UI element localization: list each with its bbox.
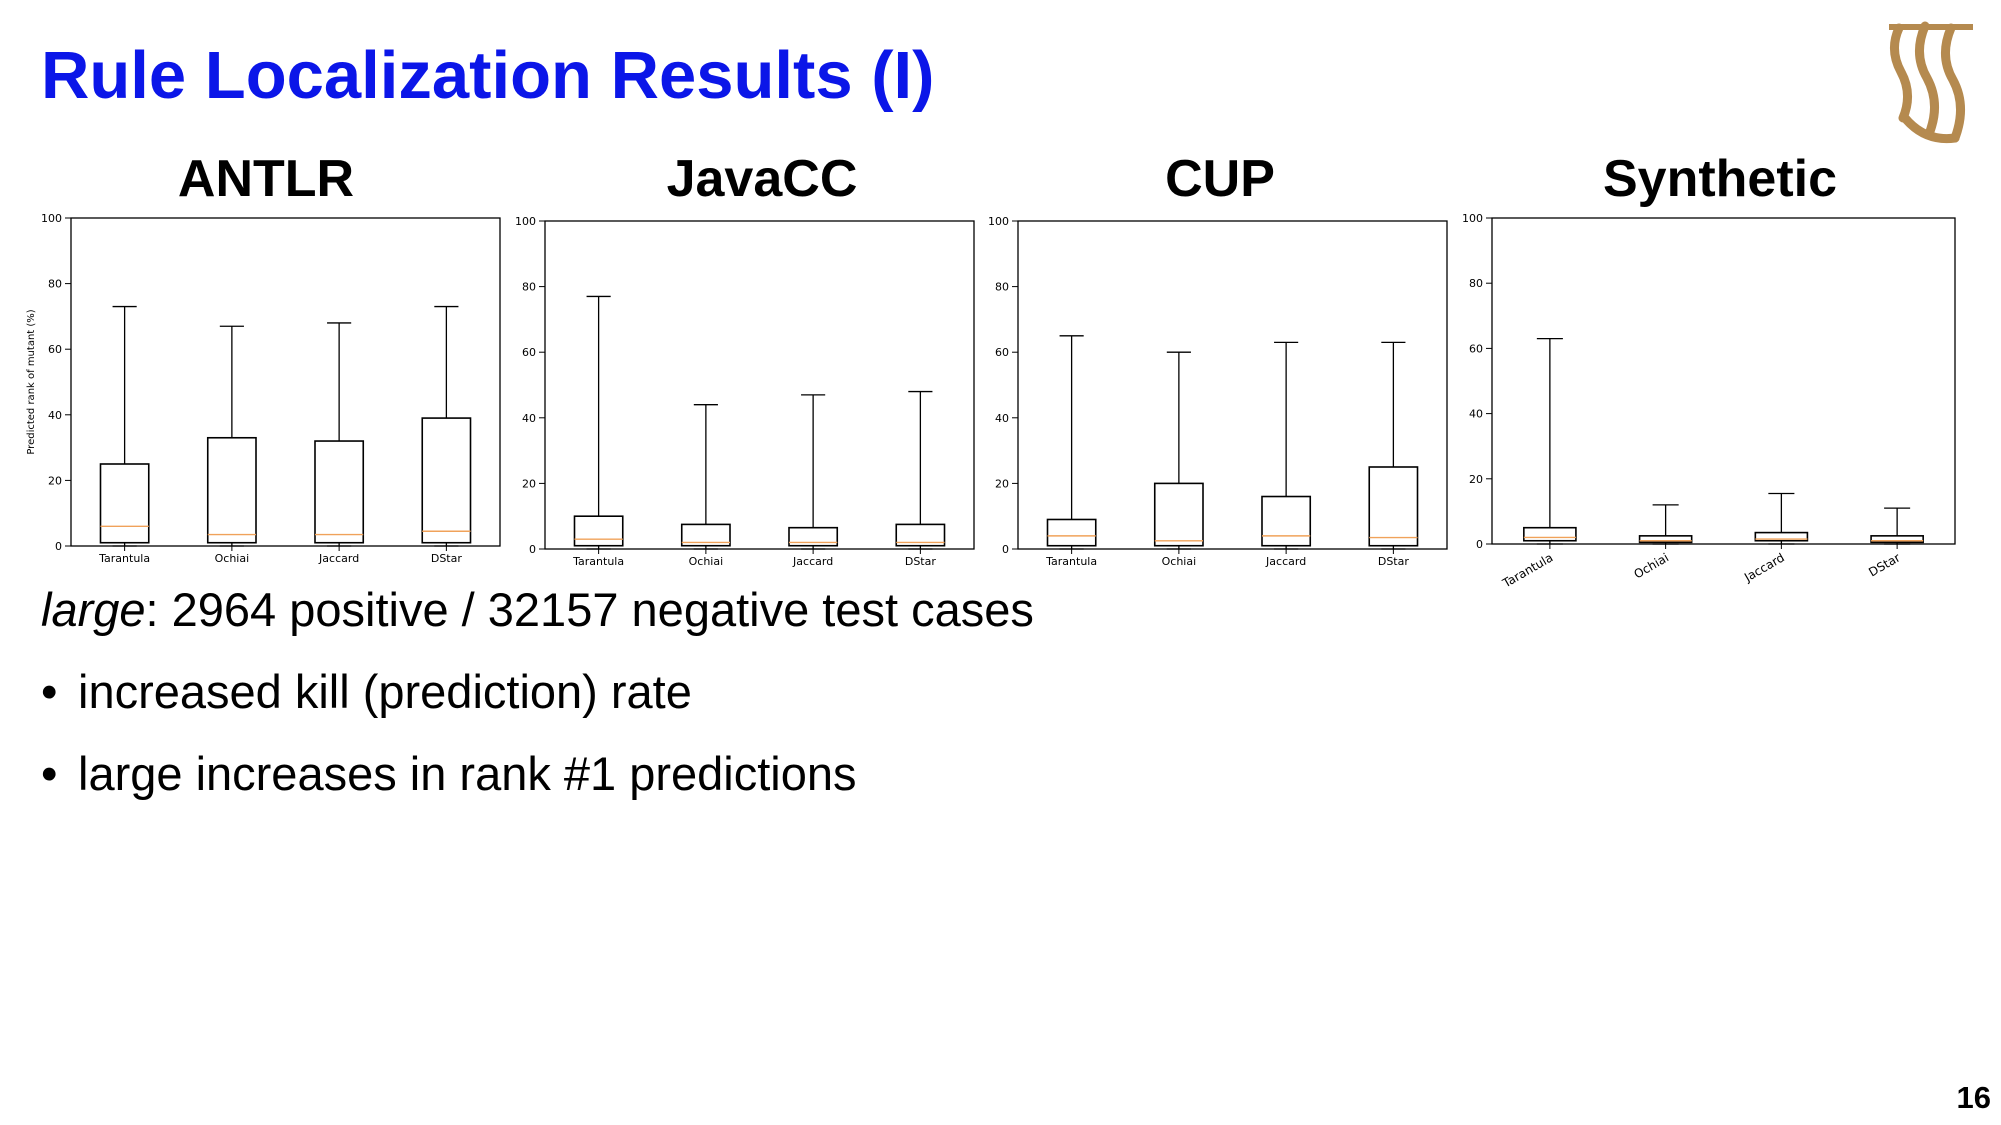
y-tick-label: 20 xyxy=(522,477,536,490)
y-tick-label: 60 xyxy=(48,343,62,356)
y-tick-label: 100 xyxy=(988,215,1009,228)
x-tick-label: DStar xyxy=(1378,555,1410,568)
x-tick-label: Tarantula xyxy=(1499,550,1555,590)
box xyxy=(1153,482,1204,547)
y-tick-label: 80 xyxy=(522,281,536,294)
y-tick-label: 60 xyxy=(995,346,1009,359)
box xyxy=(1870,535,1924,544)
x-tick-label: DStar xyxy=(1866,550,1902,579)
box xyxy=(1368,466,1419,547)
box xyxy=(680,523,731,547)
summary-emphasis: large xyxy=(41,583,146,636)
box xyxy=(1046,518,1097,547)
box xyxy=(1523,526,1577,542)
chart-heading-javacc: JavaCC xyxy=(666,150,858,208)
x-tick-label: Jaccard xyxy=(1741,550,1787,585)
x-tick-label: DStar xyxy=(905,555,937,568)
x-tick-label: Tarantula xyxy=(1045,555,1097,568)
y-tick-label: 80 xyxy=(1469,277,1483,290)
x-tick-label: Tarantula xyxy=(98,552,150,565)
y-tick-label: 20 xyxy=(48,474,62,487)
chart-heading-antlr: ANTLR xyxy=(177,150,355,208)
y-tick-label: 40 xyxy=(995,412,1009,425)
plot-frame xyxy=(1017,220,1448,550)
box xyxy=(1638,535,1693,544)
y-tick-label: 40 xyxy=(522,412,536,425)
x-tick-label: Ochiai xyxy=(689,555,724,568)
box xyxy=(1261,495,1312,547)
y-tick-label: 0 xyxy=(55,540,62,553)
y-tick-label: 0 xyxy=(1002,543,1009,556)
y-tick-label: 0 xyxy=(1476,538,1483,551)
plot-frame xyxy=(544,220,975,550)
bullet-item: increased kill (prediction) rate xyxy=(78,665,692,718)
box xyxy=(206,436,257,544)
bullet-marker: • xyxy=(41,665,58,718)
x-tick-label: Ochiai xyxy=(1632,550,1672,581)
y-tick-label: 0 xyxy=(529,543,536,556)
plot-frame xyxy=(70,217,501,547)
box xyxy=(1754,531,1809,542)
x-tick-label: Tarantula xyxy=(572,555,624,568)
slide-title: Rule Localization Results (I) xyxy=(41,38,935,113)
y-tick-label: 100 xyxy=(1462,212,1483,225)
y-tick-label: 40 xyxy=(1469,408,1483,421)
box xyxy=(573,515,624,547)
boxplot-figure: 0 20 40 60 80 100 Predicted rank of mutant (%)… xyxy=(26,212,1956,591)
y-tick-label: 100 xyxy=(515,215,536,228)
university-logo-icon xyxy=(1889,21,1973,144)
y-tick-label: 20 xyxy=(1469,473,1483,486)
x-tick-label: Jaccard xyxy=(792,555,833,568)
box xyxy=(421,417,472,544)
x-tick-label: Ochiai xyxy=(215,552,250,565)
x-tick-label: Jaccard xyxy=(318,552,359,565)
chart-heading-cup: CUP xyxy=(1165,150,1275,208)
y-axis-label: Predicted rank of mutant (%) xyxy=(26,309,37,454)
box xyxy=(314,440,365,544)
y-tick-label: 100 xyxy=(41,212,62,225)
bullet-marker: • xyxy=(41,747,58,800)
chart-heading-synthetic: Synthetic xyxy=(1602,150,1838,208)
summary-line: large: 2964 positive / 32157 negative te… xyxy=(41,586,1034,633)
x-tick-label: DStar xyxy=(431,552,463,565)
y-tick-label: 40 xyxy=(48,409,62,422)
box xyxy=(895,523,946,547)
y-tick-label: 20 xyxy=(995,477,1009,490)
page-number: 16 xyxy=(1956,1080,1991,1115)
y-tick-label: 80 xyxy=(995,281,1009,294)
plot-frame xyxy=(1491,217,1956,545)
x-tick-label: Jaccard xyxy=(1265,555,1306,568)
y-tick-label: 60 xyxy=(522,346,536,359)
summary-rest: : 2964 positive / 32157 negative test ca… xyxy=(145,583,1034,636)
bullet-item: large increases in rank #1 predictions xyxy=(78,747,857,800)
y-tick-label: 60 xyxy=(1469,342,1483,355)
y-tick-label: 80 xyxy=(48,278,62,291)
box xyxy=(788,526,839,547)
x-tick-label: Ochiai xyxy=(1162,555,1197,568)
box xyxy=(99,463,150,544)
